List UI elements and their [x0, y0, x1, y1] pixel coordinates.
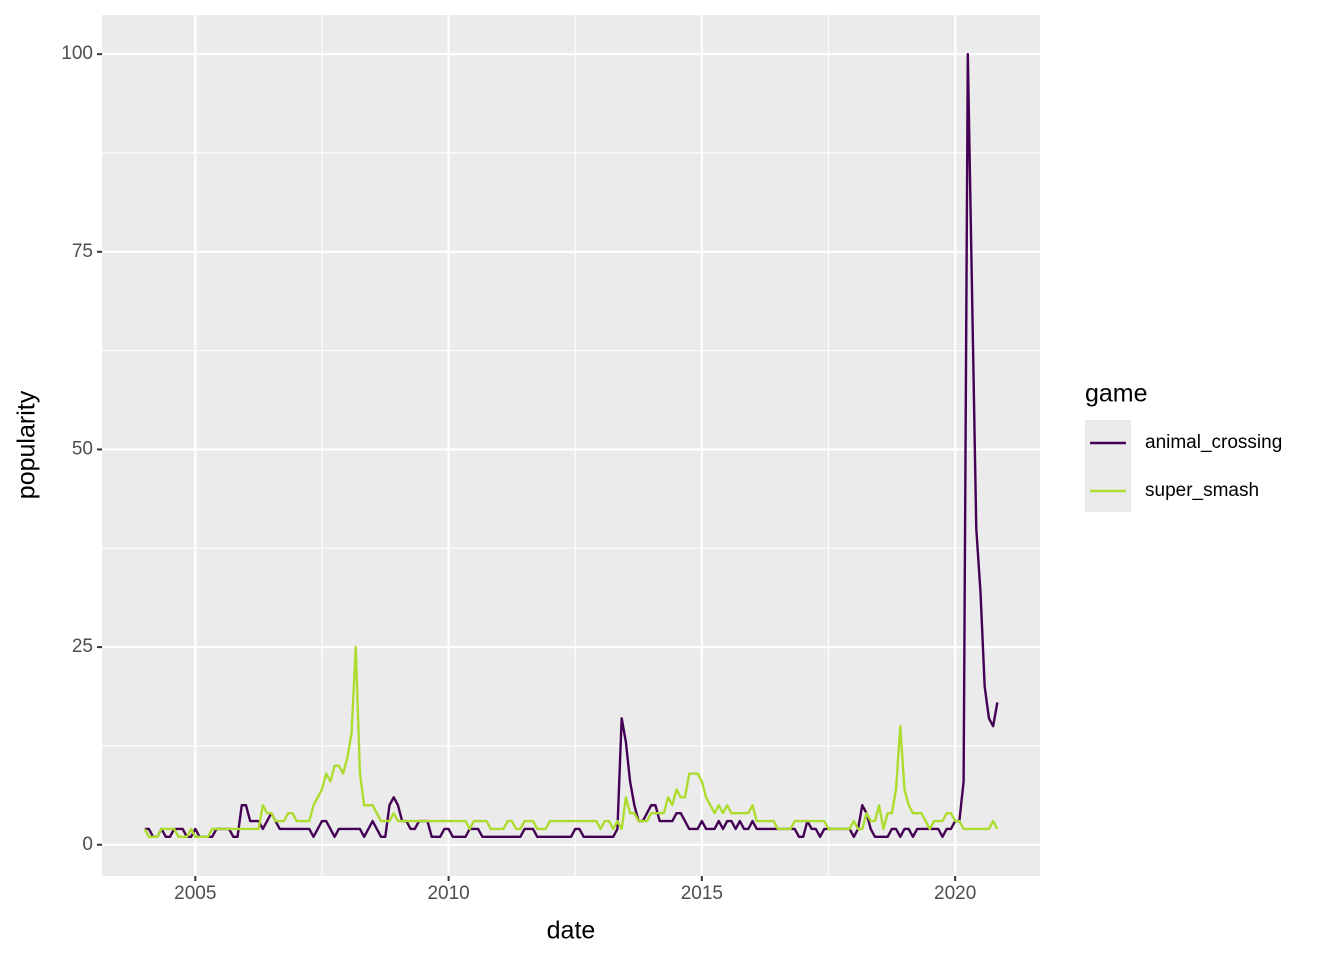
y-tick-label: 50 [72, 438, 93, 459]
y-tick-label: 0 [82, 834, 93, 855]
y-axis-title: popularity [13, 390, 41, 499]
x-tick-label: 2005 [174, 883, 216, 904]
series-line [143, 645, 999, 839]
legend-label: super_smash [1145, 480, 1259, 501]
x-tick-label: 2010 [427, 883, 469, 904]
legend-title: game [1085, 380, 1148, 408]
series-line [144, 52, 999, 839]
x-tick-label: 2020 [934, 883, 976, 904]
x-axis-title: date [547, 917, 596, 945]
legend-label: animal_crossing [1145, 432, 1282, 453]
x-tick-label: 2015 [681, 883, 723, 904]
panel [102, 15, 1040, 876]
y-tick-label: 100 [61, 43, 93, 64]
y-tick-label: 25 [72, 636, 93, 657]
y-tick-label: 75 [72, 241, 93, 262]
legend-key-bg [1085, 420, 1131, 512]
